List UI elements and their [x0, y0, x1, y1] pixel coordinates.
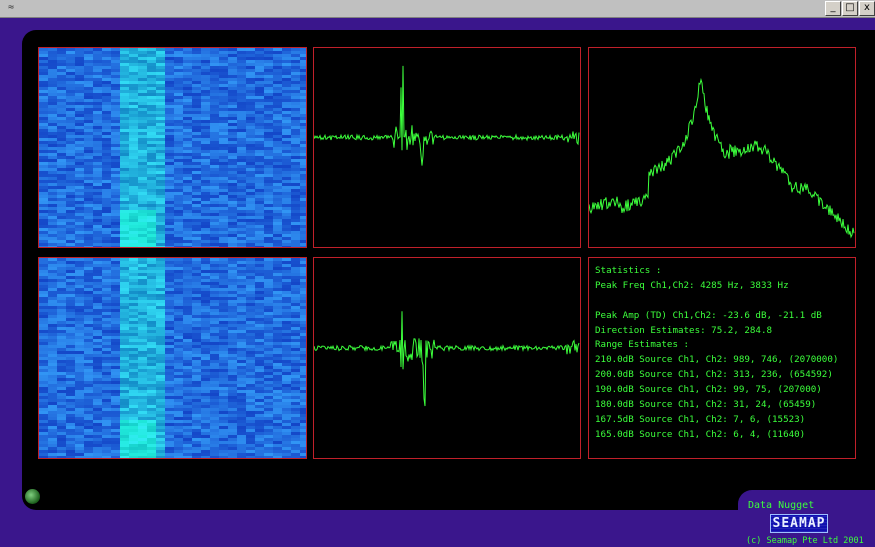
copyright-text: (c) Seamap Pte Ltd 2001: [746, 536, 864, 546]
spectrogram-ch1-plot: [39, 48, 306, 247]
statistics-panel: Statistics : Peak Freq Ch1,Ch2: 4285 Hz,…: [588, 257, 856, 459]
direction-estimates: Direction Estimates: 75.2, 284.8: [595, 324, 773, 336]
range-heading: Range Estimates :: [595, 339, 690, 351]
range-row: 167.5dB Source Ch1, Ch2: 7, 6, (15523): [595, 413, 806, 425]
blank-line: [595, 294, 849, 309]
spectrogram-ch2: [38, 257, 307, 459]
range-row: 210.0dB Source Ch1, Ch2: 989, 746, (2070…: [595, 354, 839, 366]
minimize-button[interactable]: _: [825, 1, 841, 16]
frequency-spectrum-plot: [589, 77, 855, 239]
waveform-ch1: [313, 47, 581, 248]
waveform-ch2-plot: [314, 311, 580, 407]
range-row: 190.0dB Source Ch1, Ch2: 99, 75, (207000…: [595, 384, 822, 396]
waveform-ch1-plot: [314, 65, 580, 166]
range-row: 180.0dB Source Ch1, Ch2: 31, 24, (65459): [595, 399, 817, 411]
frequency-spectrum: [588, 47, 856, 248]
peak-amplitude: Peak Amp (TD) Ch1,Ch2: -23.6 dB, -21.1 d…: [595, 309, 822, 321]
app-icon[interactable]: ≈: [8, 2, 15, 13]
seamap-logo: SEAMAP: [770, 514, 828, 533]
range-row: 200.0dB Source Ch1, Ch2: 313, 236, (6545…: [595, 369, 833, 381]
status-led-icon[interactable]: [25, 489, 40, 504]
window-controls: _ □ x: [824, 1, 875, 16]
spectrogram-ch1: [38, 47, 307, 248]
product-name: Data Nugget: [748, 500, 815, 511]
brand-area: Data Nugget SEAMAP (c) Seamap Pte Ltd 20…: [738, 490, 875, 547]
close-button[interactable]: x: [859, 1, 875, 16]
spectrogram-ch2-plot: [39, 258, 306, 458]
statistics-heading: Statistics :: [595, 265, 662, 276]
peak-frequency: Peak Freq Ch1,Ch2: 4285 Hz, 3833 Hz: [595, 279, 789, 291]
range-row: 165.0dB Source Ch1, Ch2: 6, 4, (11640): [595, 428, 806, 440]
title-bar: ≈ _ □ x: [0, 0, 875, 18]
waveform-ch2: [313, 257, 581, 459]
maximize-button[interactable]: □: [842, 1, 858, 16]
